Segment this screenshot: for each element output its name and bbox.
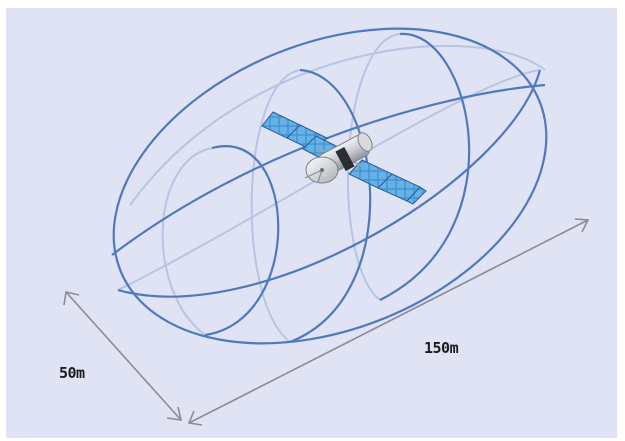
ellipsoid-envelope-front — [111, 27, 548, 345]
length-arrowhead-right — [574, 218, 590, 233]
diagram-background — [6, 8, 617, 438]
envelope-outline — [112, 27, 548, 345]
envelope-ring-front-right — [379, 32, 471, 301]
length-dimension-label: 150m — [424, 339, 459, 357]
envelope-ring-back-left — [161, 147, 213, 336]
envelope-meridian-front — [111, 83, 546, 256]
length-dimension-line — [188, 219, 589, 424]
envelope-equator-front — [117, 69, 542, 298]
antenna-dish — [304, 156, 339, 184]
envelope-ring-front-left — [204, 145, 280, 337]
dimension-arrows — [63, 218, 590, 426]
width-dimension-label: 50m — [59, 364, 85, 382]
envelope-meridian-back — [129, 44, 546, 206]
satellite-icon — [261, 111, 427, 205]
width-arrowhead-top — [63, 291, 80, 306]
width-dimension-line — [65, 291, 182, 421]
width-arrowhead-bottom — [166, 406, 183, 421]
envelope-ring-front-mid — [289, 68, 372, 344]
length-arrowhead-left — [187, 410, 203, 426]
solar-panel-right — [348, 159, 427, 205]
